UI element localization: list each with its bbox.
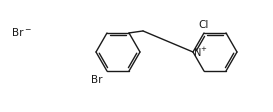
Text: Br: Br <box>91 74 103 84</box>
Text: +: + <box>200 46 206 52</box>
Text: Br: Br <box>12 28 23 38</box>
Text: N: N <box>194 48 201 57</box>
Text: −: − <box>24 25 30 34</box>
Text: Cl: Cl <box>199 20 209 30</box>
